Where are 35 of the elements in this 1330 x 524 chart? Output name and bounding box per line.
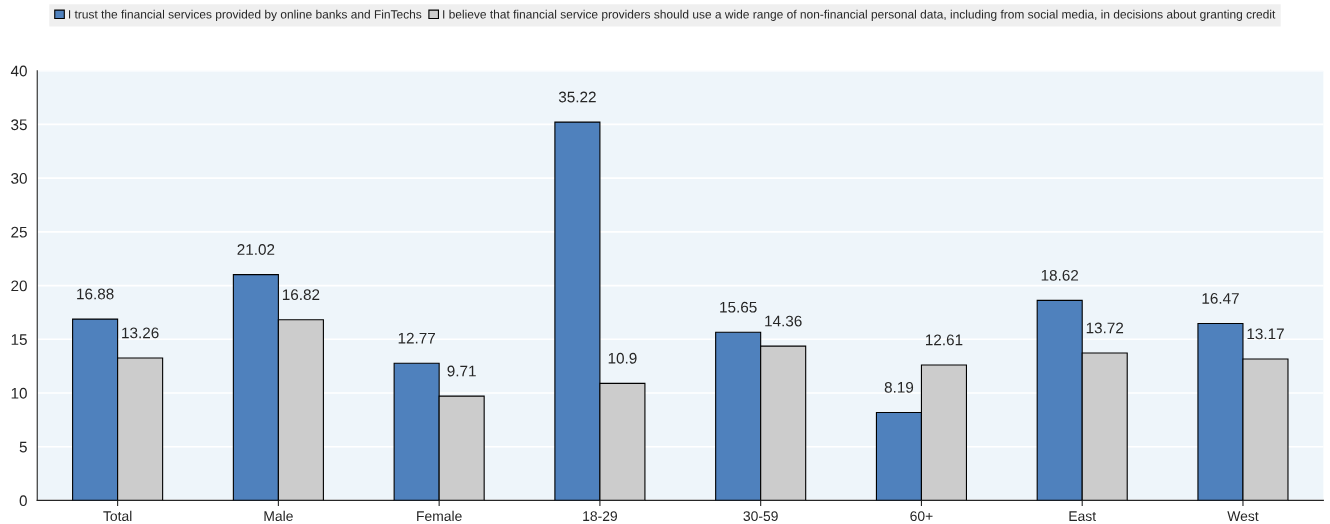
x-tick-label: 30-59 xyxy=(743,511,778,522)
x-tick-label: Male xyxy=(264,510,293,522)
x-tick-label: 60+ xyxy=(910,511,933,522)
y-tick-label: 20 xyxy=(11,280,27,292)
y-tick-label: 35 xyxy=(11,119,27,131)
data-label: 13.72 xyxy=(1086,322,1124,334)
x-tick-label: Female xyxy=(417,510,462,522)
y-tick-label: 40 xyxy=(10,65,27,77)
data-label: 13.17 xyxy=(1247,328,1284,340)
data-label: 16.82 xyxy=(282,289,320,301)
x-tick-label: 18-29 xyxy=(583,511,618,522)
data-label: 13.26 xyxy=(122,327,159,339)
y-tick-label: 15 xyxy=(11,334,27,345)
y-tick-label: 10 xyxy=(11,387,27,399)
y-tick-label: 5 xyxy=(19,441,27,453)
data-label: 18.62 xyxy=(1041,269,1079,281)
data-label: 15.65 xyxy=(720,301,757,313)
y-tick-label: 0 xyxy=(19,495,27,507)
data-label: 16.88 xyxy=(77,288,114,300)
data-label: 12.77 xyxy=(398,332,435,344)
x-tick-label: East xyxy=(1069,511,1096,522)
legend-label: I trust the financial services provided by online banks and FinTechs xyxy=(68,9,422,21)
x-tick-label: Total xyxy=(103,510,132,522)
data-label: 8.19 xyxy=(884,381,914,393)
data-label: 10.9 xyxy=(608,352,637,364)
data-label: 14.36 xyxy=(765,315,802,327)
legend-label: I believe that financial service providers should use a wide range of non-financial personal data, including from social media, in decisions about granting credit xyxy=(443,9,1276,21)
y-tick-label: 25 xyxy=(11,226,27,238)
x-tick-label: West xyxy=(1227,511,1259,522)
data-label: 12.61 xyxy=(926,334,963,346)
data-label: 16.47 xyxy=(1202,292,1239,304)
data-label: 35.22 xyxy=(558,91,596,103)
data-label: 21.02 xyxy=(237,244,275,255)
data-label: 9.71 xyxy=(447,365,476,377)
y-tick-label: 30 xyxy=(11,173,27,184)
